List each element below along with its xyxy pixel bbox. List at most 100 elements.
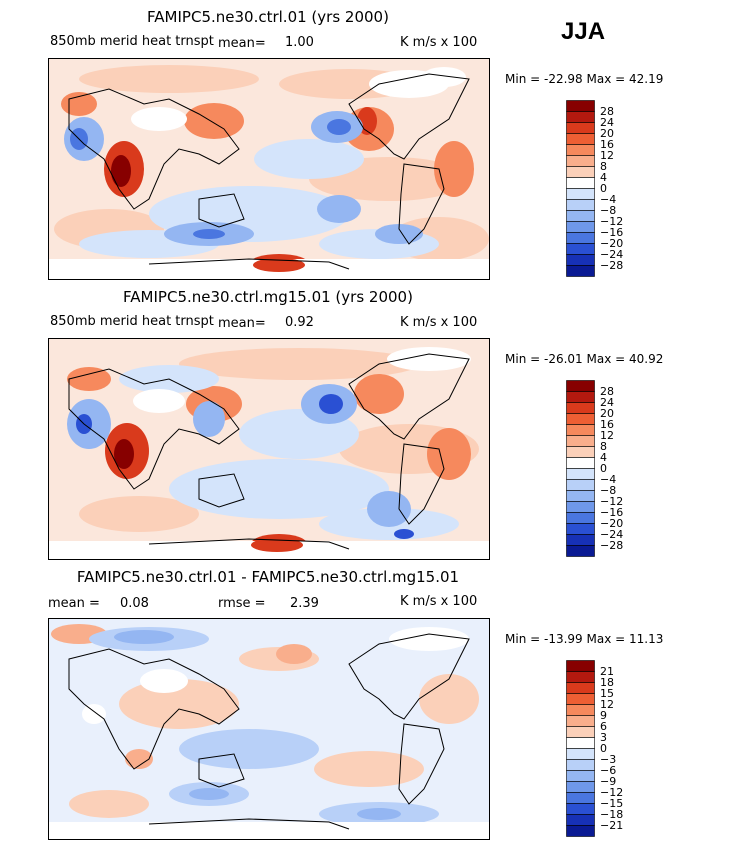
colorbar-box — [566, 748, 595, 760]
colorbar-box — [566, 545, 595, 557]
panel3-max-label: Max = — [586, 632, 626, 646]
colorbar-box — [566, 402, 595, 414]
colorbar-box — [566, 770, 595, 782]
colorbar-box — [566, 759, 595, 771]
colorbar-box — [566, 122, 595, 134]
colorbar-box — [566, 660, 595, 672]
colorbar-box — [566, 243, 595, 255]
colorbar-tick-label: 6 — [600, 720, 607, 733]
colorbar-tick-label: 16 — [600, 138, 614, 151]
colorbar-tick-label: −20 — [600, 237, 624, 250]
colorbar-box — [566, 446, 595, 458]
panel2-title: FAMIPC5.ne30.ctrl.mg15.01 (yrs 2000) — [123, 288, 413, 306]
panel1-minmax: Min = -22.98 Max = 42.19 — [505, 72, 663, 86]
colorbar-tick-label: 0 — [600, 742, 607, 755]
colorbar-tick-label: 12 — [600, 149, 614, 162]
colorbar-tick-label: −6 — [600, 764, 617, 777]
colorbar-tick-label: −8 — [600, 484, 617, 497]
colorbar-box — [566, 468, 595, 480]
panel2-variable: 850mb merid heat trnspt — [50, 314, 214, 329]
colorbar-box — [566, 232, 595, 244]
colorbar-tick-label: 20 — [600, 127, 614, 140]
colorbar-tick-label: −15 — [600, 797, 624, 810]
colorbar-box — [566, 424, 595, 436]
colorbar-tick-label: −18 — [600, 808, 624, 821]
colorbar-tick-label: −16 — [600, 506, 624, 519]
panel2-min: -26.01 — [544, 352, 583, 366]
colorbar-tick-label: 24 — [600, 396, 614, 409]
colorbar-tick-label: 24 — [600, 116, 614, 129]
panel3-title: FAMIPC5.ne30.ctrl.01 - FAMIPC5.ne30.ctrl… — [76, 568, 460, 586]
panel3-max: 11.13 — [629, 632, 664, 646]
colorbar-box — [566, 501, 595, 513]
colorbar-box — [566, 413, 595, 425]
panel3-colorbar — [566, 660, 595, 837]
colorbar-box — [566, 391, 595, 403]
panel1-field — [49, 59, 489, 279]
colorbar-tick-label: −4 — [600, 193, 617, 206]
colorbar-box — [566, 144, 595, 156]
colorbar-tick-label: 12 — [600, 698, 614, 711]
colorbar-box — [566, 479, 595, 491]
colorbar-box — [566, 199, 595, 211]
colorbar-box — [566, 380, 595, 392]
colorbar-box — [566, 155, 595, 167]
panel3-min: -13.99 — [544, 632, 583, 646]
colorbar-box — [566, 781, 595, 793]
panel3-map — [48, 618, 490, 840]
colorbar-tick-label: 16 — [600, 418, 614, 431]
panel3-mean-value: 0.08 — [120, 596, 149, 611]
panel2-map — [48, 338, 490, 560]
colorbar-box — [566, 814, 595, 826]
colorbar-box — [566, 534, 595, 546]
colorbar-box — [566, 825, 595, 837]
colorbar-tick-label: 8 — [600, 160, 607, 173]
panel2-max: 40.92 — [629, 352, 664, 366]
colorbar-box — [566, 523, 595, 535]
colorbar-box — [566, 715, 595, 727]
colorbar-tick-label: −12 — [600, 215, 624, 228]
panel2-colorbar — [566, 380, 595, 557]
colorbar-box — [566, 254, 595, 266]
colorbar-tick-label: 4 — [600, 451, 607, 464]
colorbar-box — [566, 737, 595, 749]
colorbar-box — [566, 792, 595, 804]
colorbar-box — [566, 166, 595, 178]
colorbar-tick-label: −28 — [600, 259, 624, 272]
colorbar-box — [566, 210, 595, 222]
colorbar-tick-label: −16 — [600, 226, 624, 239]
panel3-rmse-label: rmse = — [218, 596, 266, 611]
colorbar-tick-label: 20 — [600, 407, 614, 420]
colorbar-tick-label: 28 — [600, 385, 614, 398]
colorbar-tick-label: −4 — [600, 473, 617, 486]
colorbar-box — [566, 221, 595, 233]
colorbar-tick-label: −8 — [600, 204, 617, 217]
colorbar-tick-label: 12 — [600, 429, 614, 442]
colorbar-box — [566, 704, 595, 716]
panel3-min-label: Min = — [505, 632, 541, 646]
colorbar-tick-label: −21 — [600, 819, 624, 832]
colorbar-box — [566, 177, 595, 189]
colorbar-box — [566, 100, 595, 112]
colorbar-tick-label: 15 — [600, 687, 614, 700]
colorbar-box — [566, 726, 595, 738]
panel3-field — [49, 619, 489, 839]
colorbar-tick-label: 9 — [600, 709, 607, 722]
panel1-colorbar — [566, 100, 595, 277]
colorbar-box — [566, 671, 595, 683]
colorbar-3-svg — [566, 660, 595, 837]
colorbar-tick-label: −3 — [600, 753, 617, 766]
colorbar-tick-label: −12 — [600, 786, 624, 799]
colorbar-tick-label: −28 — [600, 539, 624, 552]
panel3-units: K m/s x 100 — [400, 594, 478, 609]
colorbar-box — [566, 111, 595, 123]
colorbar-tick-label: 0 — [600, 182, 607, 195]
colorbar-tick-label: −24 — [600, 248, 624, 261]
colorbar-tick-label: 4 — [600, 171, 607, 184]
panel2-minmax: Min = -26.01 Max = 40.92 — [505, 352, 663, 366]
colorbar-tick-label: −24 — [600, 528, 624, 541]
colorbar-box — [566, 803, 595, 815]
panel1-variable: 850mb merid heat trnspt — [50, 34, 214, 49]
panel2-units: K m/s x 100 — [400, 315, 478, 330]
colorbar-box — [566, 435, 595, 447]
